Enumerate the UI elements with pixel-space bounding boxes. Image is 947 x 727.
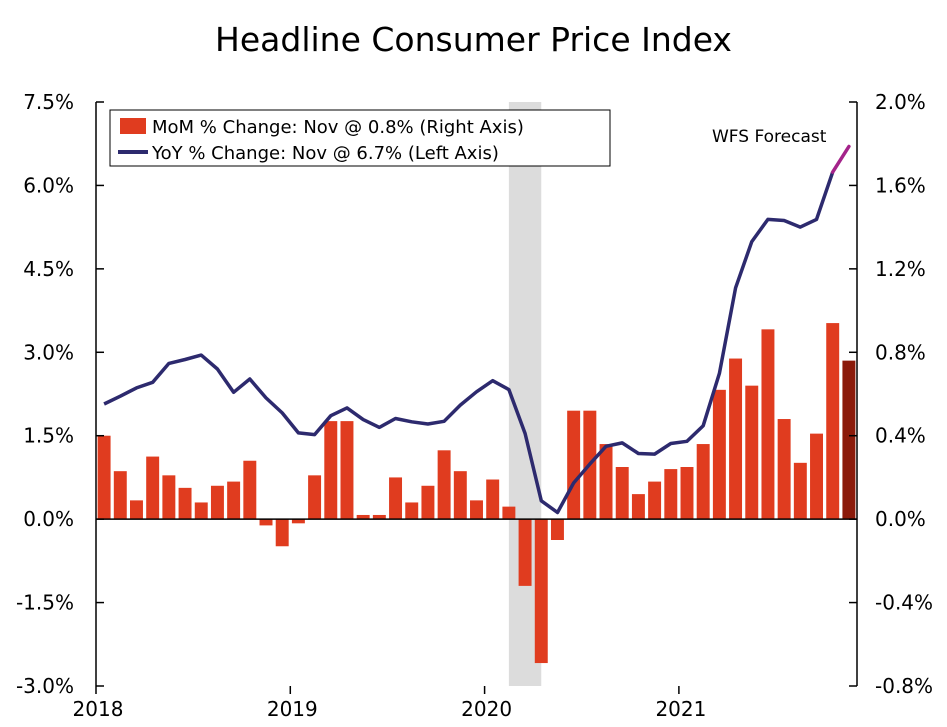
chart-title: Headline Consumer Price Index (215, 20, 732, 59)
yoy-forecast-line (830, 144, 851, 174)
bar-11 (275, 519, 289, 547)
bar-29 (567, 410, 581, 520)
bar-9 (243, 460, 257, 520)
right-tick-label-0: 2.0% (875, 90, 926, 114)
right-tick-label-4: 0.4% (875, 424, 926, 448)
bar-3 (146, 456, 160, 520)
bars-layer (97, 323, 856, 664)
left-tick-label-3: 3.0% (23, 340, 74, 364)
bar-23 (470, 500, 483, 520)
left-tick-label-7: -3.0% (16, 674, 74, 698)
yoy-line (103, 171, 835, 515)
left-tick-label-6: -1.5% (16, 591, 74, 615)
bar-20 (421, 485, 435, 520)
bar-37 (696, 444, 710, 520)
legend: MoM % Change: Nov @ 0.8% (Right Axis) Yo… (109, 109, 611, 167)
bar-0 (97, 435, 111, 520)
bar-10 (259, 519, 273, 526)
bar-7 (210, 485, 224, 520)
bar-21 (437, 450, 451, 520)
bar-33 (631, 494, 645, 520)
bar-46 (842, 360, 856, 520)
right-tick-label-1: 1.6% (875, 173, 926, 197)
bar-12 (291, 519, 305, 524)
axes-layer: 7.5% 6.0% 4.5% 3.0% 1.5% 0.0% -1.5% -3.0% 2.0% 1.… (16, 90, 933, 721)
bar-31 (599, 444, 613, 520)
bar-28 (550, 519, 564, 540)
x-tick-label-2: 2020 (461, 697, 512, 721)
bar-1 (113, 471, 127, 520)
bar-44 (810, 433, 823, 520)
left-tick-label-5: 0.0% (23, 507, 74, 531)
bar-6 (194, 502, 208, 520)
bar-41 (761, 329, 775, 520)
right-tick-label-6: -0.4% (875, 591, 933, 615)
right-tick-label-5: 0.0% (875, 507, 926, 531)
x-tick-label-3: 2021 (655, 697, 706, 721)
bar-42 (777, 419, 791, 520)
bar-45 (826, 323, 840, 520)
forecast-annotation: WFS Forecast (712, 127, 827, 147)
right-tick-label-2: 1.2% (875, 257, 926, 281)
legend-box (109, 109, 611, 167)
bar-16 (356, 514, 370, 520)
line-layer (103, 144, 851, 515)
bar-43 (793, 462, 807, 520)
bar-2 (130, 500, 143, 520)
bar-32 (615, 467, 629, 520)
bar-24 (486, 479, 500, 520)
bar-13 (308, 475, 322, 520)
legend-line-label: YoY % Change: Nov @ 6.7% (Left Axis) (151, 143, 499, 164)
bar-22 (453, 471, 467, 520)
bar-38 (712, 389, 726, 520)
bar-40 (745, 385, 759, 520)
left-tick-label-2: 4.5% (23, 257, 74, 281)
bar-36 (680, 467, 694, 520)
left-tick-label-4: 1.5% (23, 424, 74, 448)
bar-26 (518, 519, 532, 586)
bar-18 (389, 477, 403, 520)
right-tick-label-7: -0.8% (875, 674, 933, 698)
bar-25 (502, 506, 516, 520)
x-tick-label-1: 2019 (267, 697, 318, 721)
left-tick-label-0: 7.5% (23, 90, 74, 114)
bar-35 (664, 469, 678, 520)
bar-14 (324, 421, 338, 520)
left-tick-label-1: 6.0% (23, 173, 74, 197)
legend-bar-label: MoM % Change: Nov @ 0.8% (Right Axis) (152, 117, 524, 138)
bar-34 (648, 481, 662, 520)
right-tick-label-3: 0.8% (875, 340, 926, 364)
x-tick-label-0: 2018 (73, 697, 124, 721)
bar-27 (534, 519, 548, 664)
bar-8 (227, 481, 241, 520)
bar-17 (372, 514, 386, 520)
legend-bar-swatch (120, 118, 146, 134)
bar-39 (729, 358, 743, 520)
bar-15 (340, 421, 354, 520)
bar-19 (405, 502, 419, 520)
bar-5 (178, 487, 192, 520)
bar-4 (162, 475, 176, 520)
